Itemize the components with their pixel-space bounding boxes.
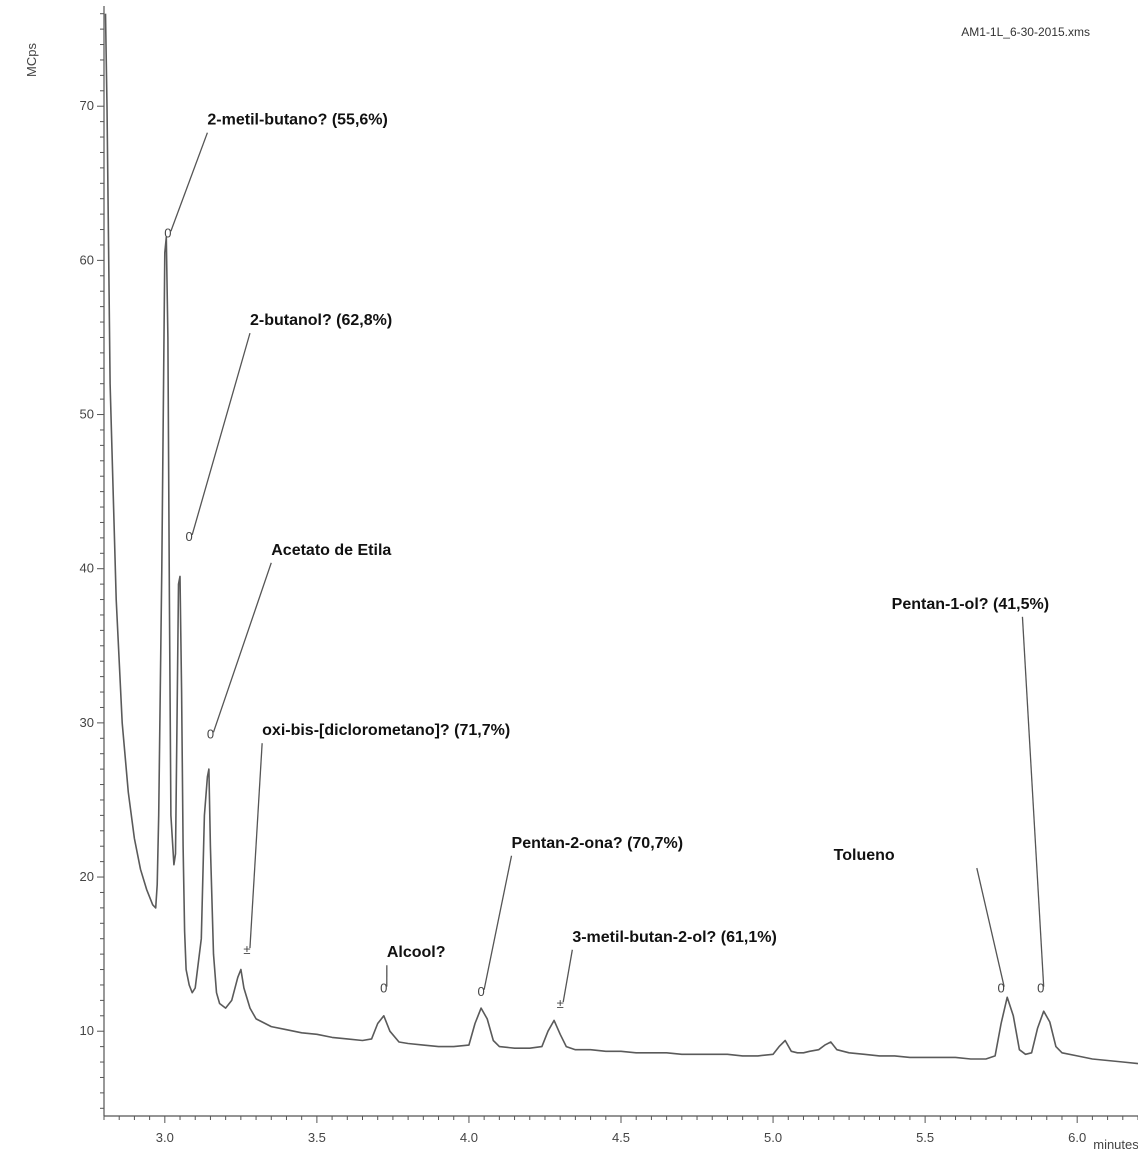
annotation-leader-line (212, 562, 272, 733)
x-tick-label: 3.0 (156, 1130, 174, 1145)
peak-marker: 0 (380, 981, 387, 996)
x-tick-label: 5.5 (916, 1130, 934, 1145)
annotation-leader-line (562, 949, 573, 1003)
peak-annotation-label: Pentan-1-ol? (41,5%) (892, 596, 1049, 613)
peak-annotation-label: Pentan-2-ona? (70,7%) (512, 835, 684, 852)
x-tick-label: 3.5 (308, 1130, 326, 1145)
peak-annotation-label: Acetato de Etila (271, 542, 391, 559)
peak-annotation-label: Tolueno (834, 847, 895, 864)
x-tick-label: 4.5 (612, 1130, 630, 1145)
peak-marker: 0 (998, 981, 1005, 996)
peak-marker: ± (243, 942, 250, 957)
y-tick-label: 40 (80, 561, 94, 576)
y-tick-label: 70 (80, 98, 94, 113)
peak-marker: 0 (164, 225, 171, 240)
y-tick-label: 20 (80, 869, 94, 884)
peak-marker: ± (557, 996, 564, 1011)
peak-marker: 0 (207, 726, 214, 741)
y-tick-label: 30 (80, 715, 94, 730)
ticks: 3.0 3.5 4.0 4.5 5.0 5.5 6.0 10 20 30 40 50 60 70 (80, 13, 1138, 1145)
y-tick-label: 50 (80, 407, 94, 422)
chromatogram-trace (104, 13, 1138, 1065)
peak-annotation-label: 2-butanol? (62,8%) (250, 312, 392, 329)
annotation-leader-line (1021, 616, 1045, 987)
series-layer (104, 13, 1138, 1065)
x-axis-title: minutes (1093, 1137, 1138, 1151)
annotation-leader-line (191, 332, 251, 536)
x-tick-label: 6.0 (1068, 1130, 1086, 1145)
y-tick-label: 10 (80, 1023, 94, 1038)
y-tick-label: 60 (80, 252, 94, 267)
file-name-label: AM1-1L_6-30-2015.xms (961, 25, 1090, 39)
annotation-leader-line (249, 743, 263, 949)
peak-marker: 0 (1037, 981, 1044, 996)
peak-annotation-label: oxi-bis-[diclorometano]? (71,7%) (262, 722, 510, 739)
x-tick-label: 4.0 (460, 1130, 478, 1145)
annotation-leader-line (170, 132, 209, 232)
annotation-leader-line (976, 867, 1005, 987)
y-axis-title: MCps (24, 43, 39, 77)
annotation-leader-line (483, 855, 513, 990)
peak-annotation-label: 2-metil-butano? (55,6%) (207, 112, 387, 129)
peak-annotation-label: 3-metil-butan-2-ol? (61,1%) (572, 929, 776, 946)
peak-annotation-label: Alcool? (387, 944, 446, 961)
peak-marker: 0 (477, 984, 484, 999)
annotation-layer: 0 2-metil-butano? (55,6%) 0 2-butanol? (62,… (164, 112, 1049, 1011)
peak-marker: 0 (186, 529, 193, 544)
x-tick-label: 5.0 (764, 1130, 782, 1145)
